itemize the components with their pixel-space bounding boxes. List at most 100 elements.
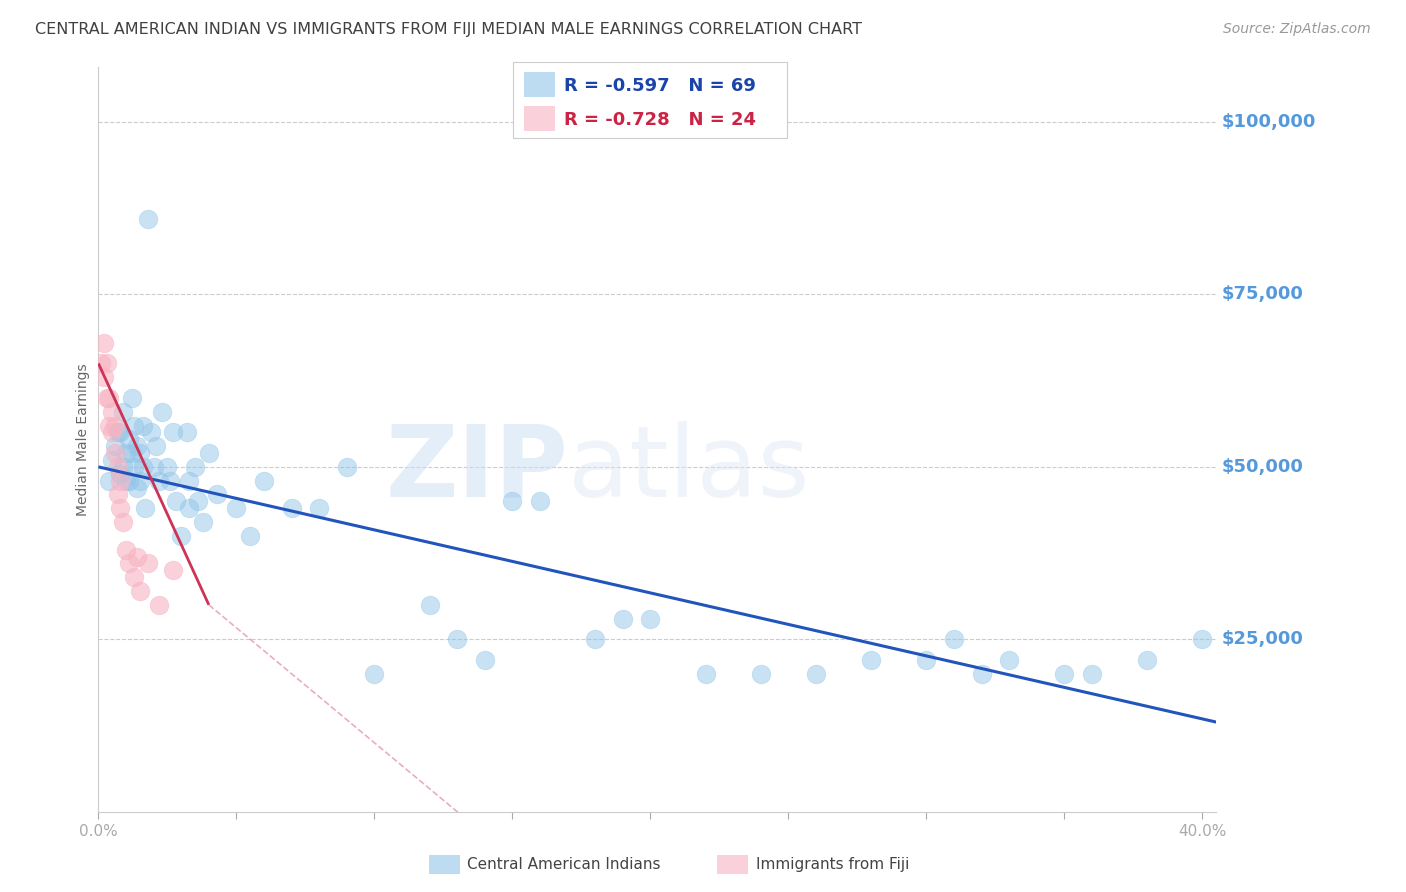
Point [110,425,132,440]
Point [253,474,276,488]
Point [107,425,129,440]
Point [170,529,193,543]
Point [474,653,496,667]
Point [148,474,170,488]
Point [998,653,1021,667]
Point [101,425,124,440]
Point [93,370,115,384]
Point [159,474,181,488]
Point [804,666,827,681]
Point [107,459,129,474]
Point [124,418,146,433]
Point [125,439,148,453]
Point [98,474,121,488]
Point [187,494,209,508]
Point [239,529,262,543]
Point [110,474,132,488]
Point [104,446,127,460]
Point [136,211,159,226]
Point [125,549,148,564]
Point [98,418,121,433]
Point [225,501,247,516]
Point [162,425,184,440]
Point [165,494,187,508]
Point [96,391,118,405]
Text: ZIP: ZIP [385,421,568,517]
Point [142,459,165,474]
Point [156,459,179,474]
Point [749,666,772,681]
Point [112,515,135,529]
Point [915,653,938,667]
Point [308,501,330,516]
Point [128,446,150,460]
Point [205,487,228,501]
Point [118,474,141,488]
Point [336,459,359,474]
Point [131,418,153,433]
Point [118,433,141,447]
Point [110,467,132,481]
Point [125,481,148,495]
Text: $50,000: $50,000 [1222,458,1303,476]
Point [970,666,993,681]
Point [176,425,198,440]
Point [198,446,221,460]
Point [139,425,162,440]
Point [150,405,173,419]
Point [943,632,966,647]
Point [121,446,143,460]
Text: $100,000: $100,000 [1222,113,1316,131]
Point [695,666,717,681]
Point [148,598,170,612]
Point [860,653,883,667]
Point [101,453,124,467]
Text: $25,000: $25,000 [1222,631,1303,648]
Point [1081,666,1104,681]
Point [162,563,184,577]
Point [179,474,201,488]
Point [1053,666,1076,681]
Point [145,439,167,453]
Point [104,418,127,433]
Point [184,459,207,474]
Point [96,356,118,370]
Point [98,391,121,405]
Point [128,584,150,599]
Text: R = -0.597   N = 69: R = -0.597 N = 69 [564,77,755,95]
Point [131,459,153,474]
Point [128,474,150,488]
Point [134,501,156,516]
Point [529,494,551,508]
Point [136,557,159,571]
Point [90,356,112,370]
Point [583,632,606,647]
Point [121,391,143,405]
Point [115,446,138,460]
Point [280,501,302,516]
Point [112,459,135,474]
Point [115,474,138,488]
Point [501,494,523,508]
Text: $75,000: $75,000 [1222,285,1303,303]
Point [104,439,127,453]
Text: CENTRAL AMERICAN INDIAN VS IMMIGRANTS FROM FIJI MEDIAN MALE EARNINGS CORRELATION: CENTRAL AMERICAN INDIAN VS IMMIGRANTS FR… [35,22,862,37]
Text: Central American Indians: Central American Indians [467,857,661,871]
Text: atlas: atlas [568,421,810,517]
Point [115,542,138,557]
Point [179,501,201,516]
Text: R = -0.728   N = 24: R = -0.728 N = 24 [564,112,756,129]
Point [1191,632,1213,647]
Text: Immigrants from Fiji: Immigrants from Fiji [756,857,910,871]
Point [640,612,662,626]
Point [612,612,634,626]
Point [101,405,124,419]
Point [93,335,115,350]
Point [446,632,468,647]
Point [110,501,132,516]
Point [1136,653,1159,667]
Text: Source: ZipAtlas.com: Source: ZipAtlas.com [1223,22,1371,37]
Point [107,487,129,501]
Point [419,598,441,612]
Y-axis label: Median Male Earnings: Median Male Earnings [76,363,90,516]
